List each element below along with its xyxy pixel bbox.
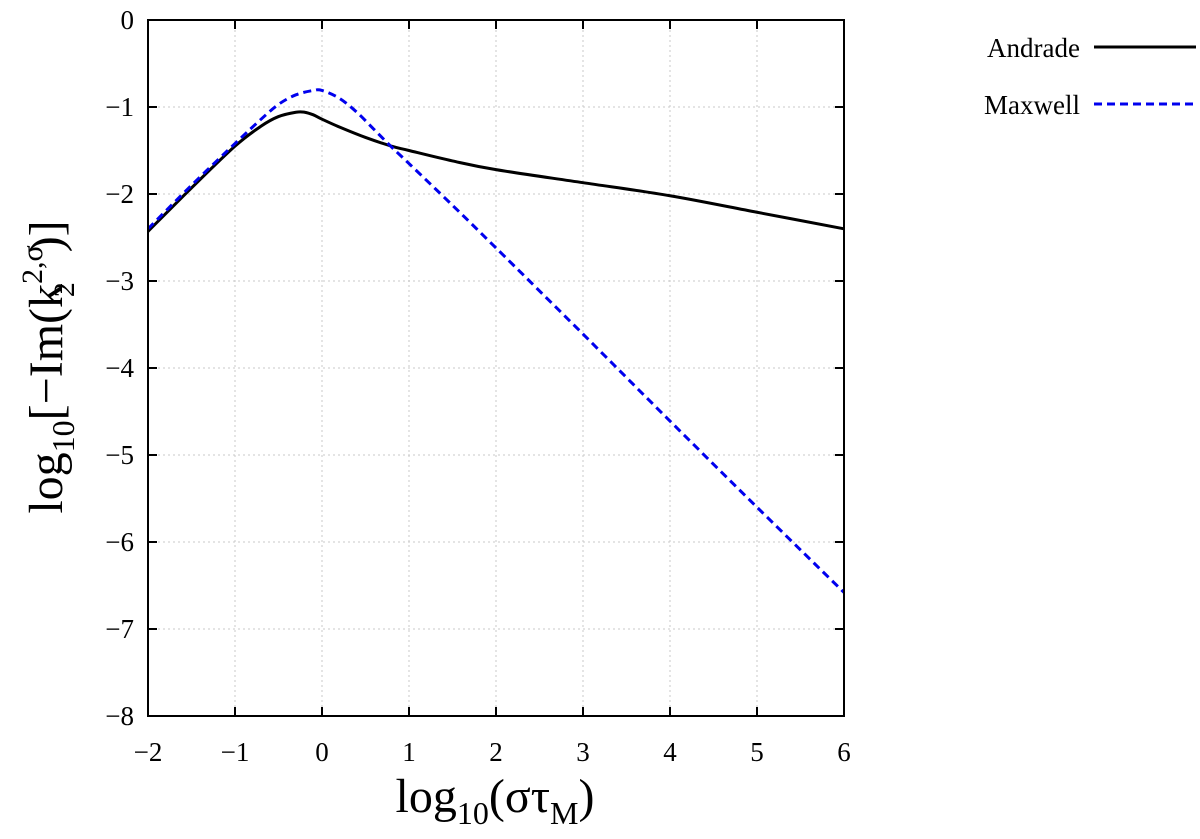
legend-label-maxwell: Maxwell [984,90,1080,120]
series-layer [146,88,846,594]
x-tick-label: 1 [402,737,416,767]
x-tick-label: −1 [221,737,250,767]
x-tick-label: 2 [489,737,503,767]
legend-label-andrade: Andrade [987,33,1080,63]
y-tick-label: 0 [121,5,135,35]
x-tick-label: −2 [134,737,163,767]
tick-marks [147,19,845,717]
x-tick-label: 3 [576,737,590,767]
x-tick-label: 4 [663,737,677,767]
y-tick-label: −7 [105,614,134,644]
y-tick-label: −2 [105,179,134,209]
x-tick-label: 6 [837,737,851,767]
y-axis-title: log10[−Im(k2,σ2)] [16,220,81,513]
x-axis-title: log10(στM) [396,770,595,831]
x-tick-label: 0 [315,737,329,767]
series-line-maxwell [146,88,846,594]
legend: Andrade Maxwell [984,33,1196,120]
tick-labels: −2 −1 0 1 2 3 4 5 6 0 −1 −2 −3 −4 −5 −6 −7 −8 [105,5,850,767]
y-tick-label: −3 [105,266,134,296]
x-tick-label: 5 [750,737,764,767]
y-tick-label: −1 [105,92,134,122]
y-tick-label: −5 [105,440,134,470]
grid [148,20,844,716]
series-line-andrade [146,110,845,233]
y-tick-label: −8 [105,701,134,731]
y-tick-label: −4 [105,353,134,383]
y-tick-label: −6 [105,527,134,557]
